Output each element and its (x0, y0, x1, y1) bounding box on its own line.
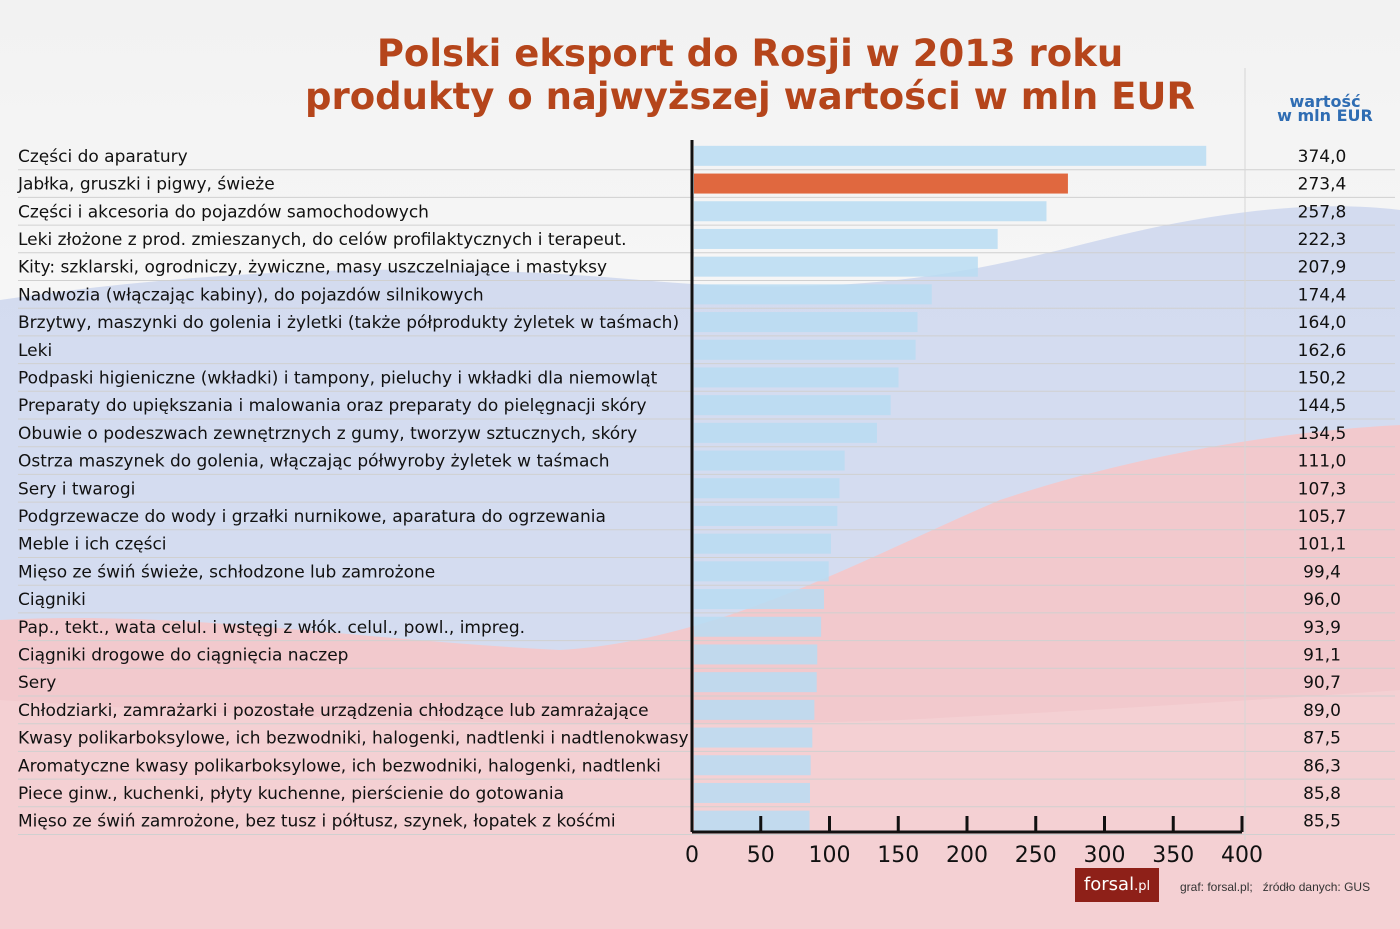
value-label: 93,9 (1303, 618, 1341, 638)
value-label: 99,4 (1303, 562, 1341, 582)
bar (694, 755, 811, 776)
bar (694, 145, 1207, 166)
bar (694, 533, 832, 554)
category-label: Kity: szklarski, ogrodniczy, żywiczne, m… (18, 258, 607, 278)
bar (694, 478, 840, 499)
category-label: Leki złożone z prod. zmieszanych, do cel… (18, 230, 627, 250)
x-tick-label: 50 (747, 843, 775, 868)
value-label: 144,5 (1298, 396, 1347, 416)
category-label: Piece ginw., kuchenki, płyty kuchenne, p… (18, 784, 564, 804)
category-label: Preparaty do upiększania i malowania ora… (18, 396, 647, 416)
value-label: 134,5 (1298, 424, 1347, 444)
category-label: Obuwie o podeszwach zewnętrznych z gumy,… (18, 424, 637, 444)
value-column-header-line-1: wartość (1289, 92, 1361, 111)
bar (694, 727, 813, 748)
category-label: Ostrza maszynek do golenia, włączając pó… (18, 452, 610, 472)
value-label: 222,3 (1298, 230, 1347, 250)
value-label: 86,3 (1303, 756, 1341, 776)
category-label: Aromatyczne kwasy polikarboksylowe, ich … (18, 756, 661, 776)
value-label: 85,5 (1303, 812, 1341, 832)
chart-title-line-2: produkty o najwyższej wartości w mln EUR (305, 75, 1195, 118)
value-label: 105,7 (1298, 507, 1347, 527)
value-label: 85,8 (1303, 784, 1341, 804)
value-label: 91,1 (1303, 645, 1341, 665)
x-tick-label: 300 (1084, 843, 1126, 868)
bar (694, 810, 810, 831)
value-label: 107,3 (1298, 479, 1347, 499)
category-label: Części do aparatury (18, 147, 188, 167)
x-tick-label: 250 (1015, 843, 1057, 868)
category-label: Sery (18, 673, 56, 693)
bar (694, 422, 877, 443)
category-label: Sery i twarogi (18, 479, 135, 499)
value-label: 89,0 (1303, 701, 1341, 721)
value-label: 101,1 (1298, 535, 1347, 555)
value-label: 150,2 (1298, 368, 1347, 388)
bar (694, 228, 998, 249)
value-label: 87,5 (1303, 729, 1341, 749)
bar (694, 395, 891, 416)
x-tick-label: 200 (946, 843, 988, 868)
x-tick-label: 350 (1152, 843, 1194, 868)
bar (694, 339, 916, 360)
category-label: Części i akcesoria do pojazdów samochodo… (18, 202, 429, 222)
value-column-header-line-2: w mln EUR (1277, 106, 1373, 125)
bar (694, 616, 822, 637)
bar (694, 367, 899, 388)
value-label: 96,0 (1303, 590, 1341, 610)
chart-title-line-1: Polski eksport do Rosji w 2013 roku (376, 32, 1124, 75)
category-label: Nadwozia (włączając kabiny), do pojazdów… (18, 285, 484, 305)
value-label: 90,7 (1303, 673, 1341, 693)
bar (694, 505, 838, 526)
category-label: Chłodziarki, zamrażarki i pozostałe urzą… (18, 701, 649, 721)
value-label: 174,4 (1298, 285, 1347, 305)
bar (694, 256, 978, 277)
category-label: Meble i ich części (18, 535, 167, 555)
bar (694, 782, 810, 803)
category-label: Podpaski higieniczne (wkładki) i tampony… (18, 368, 658, 388)
x-tick-label: 0 (685, 843, 699, 868)
category-label: Kwasy polikarboksylowe, ich bezwodniki, … (18, 729, 689, 749)
bar (694, 201, 1047, 222)
x-tick-label: 400 (1221, 843, 1263, 868)
source-credit: graf: forsal.pl; źródło danych: GUS (1180, 880, 1371, 894)
bar (694, 672, 817, 693)
category-label: Ciągniki drogowe do ciągnięcia naczep (18, 645, 348, 665)
bar (694, 561, 829, 582)
category-label: Podgrzewacze do wody i grzałki nurnikowe… (18, 507, 606, 527)
category-label: Ciągniki (18, 590, 86, 610)
value-label: 257,8 (1298, 202, 1347, 222)
category-label: Jabłka, gruszki i pigwy, świeże (17, 175, 275, 195)
bar (694, 450, 845, 471)
value-label: 273,4 (1298, 175, 1347, 195)
value-label: 111,0 (1298, 452, 1347, 472)
forsal-logo: forsal.pl (1075, 868, 1159, 902)
bar (694, 284, 932, 305)
category-label: Brzytwy, maszynki do golenia i żyletki (… (18, 313, 679, 333)
value-label: 207,9 (1298, 258, 1347, 278)
bar (694, 589, 824, 610)
category-label: Mięso ze świń świeże, schłodzone lub zam… (18, 562, 435, 582)
bar (694, 312, 918, 333)
category-label: Mięso ze świń zamrożone, bez tusz i półt… (18, 812, 616, 832)
bar (694, 173, 1068, 194)
value-label: 162,6 (1298, 341, 1347, 361)
x-tick-label: 100 (809, 843, 851, 868)
category-label: Pap., tekt., wata celul. i wstęgi z włók… (18, 618, 525, 638)
x-tick-label: 150 (877, 843, 919, 868)
bar (694, 644, 818, 665)
bar (694, 699, 815, 720)
category-label: Leki (18, 341, 52, 361)
value-label: 164,0 (1298, 313, 1347, 333)
value-label: 374,0 (1298, 147, 1347, 167)
